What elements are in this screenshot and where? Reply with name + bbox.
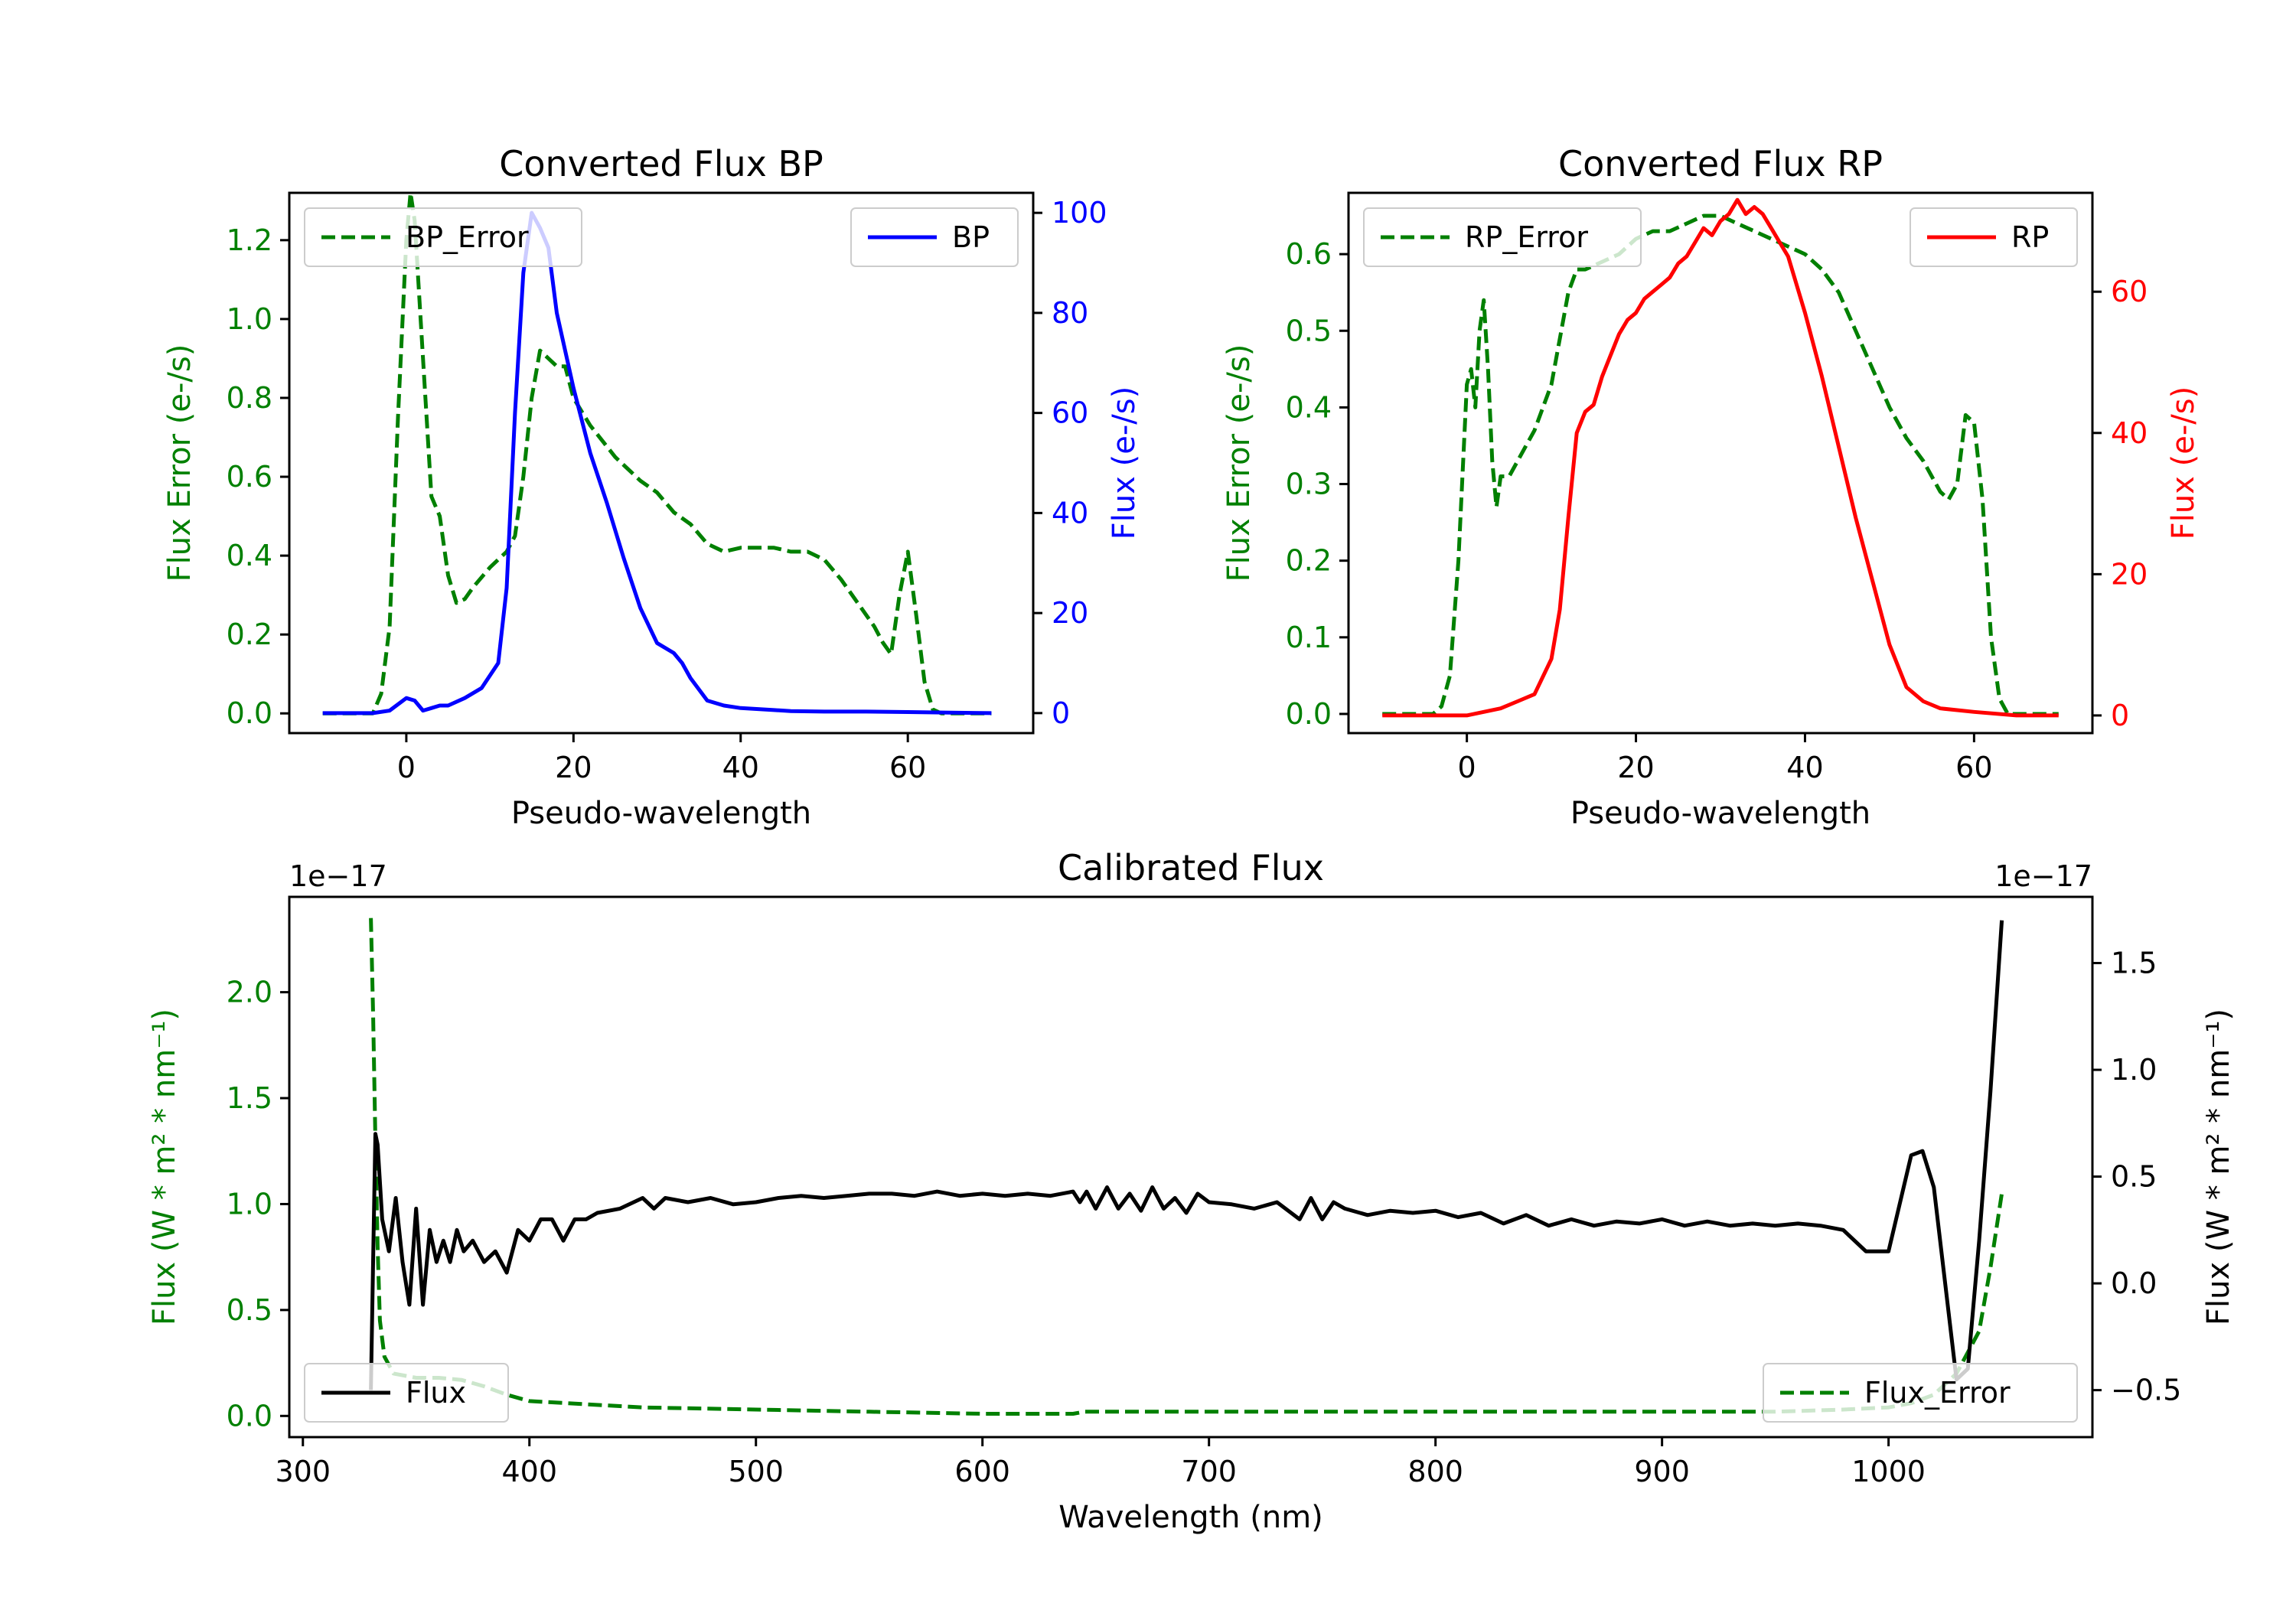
bp-x-tick-label: 0 — [397, 751, 416, 784]
bp-left-tick-label: 0.4 — [227, 539, 272, 572]
bp-title: Converted Flux BP — [499, 143, 823, 184]
bp-right-tick-label: 60 — [1052, 396, 1088, 430]
bp-x-tick-label: 40 — [722, 751, 759, 784]
cal-left-axis-label: Flux (W * m² * nm⁻¹) — [147, 1009, 182, 1325]
cal-title: Calibrated Flux — [1058, 847, 1324, 888]
bp-left-tick-label: 0.0 — [227, 696, 272, 730]
bp-legend-bp: BP — [850, 207, 1019, 267]
bp-x-axis-label: Pseudo-wavelength — [511, 796, 811, 831]
cal-x-tick-label: 300 — [275, 1455, 331, 1488]
rp-left-tick-label: 0.5 — [1286, 314, 1332, 347]
rp-legend-box — [1363, 207, 1642, 267]
cal-legend-box — [304, 1363, 509, 1423]
bp-right-tick-label: 100 — [1052, 196, 1107, 230]
bp-series-bp — [322, 210, 992, 715]
bp-left-tick-label: 1.2 — [227, 223, 272, 257]
rp-x-tick-label: 0 — [1458, 751, 1476, 784]
cal-left-offset-text: 1e−17 — [289, 859, 387, 893]
rp-series-rp-error — [1382, 214, 2059, 716]
cal-x-tick-label: 1000 — [1851, 1455, 1926, 1488]
panel-bp: Converted Flux BP 0 20 40 60 Pseudo-wavelengt… — [162, 143, 1142, 831]
cal-x-tick-label: 800 — [1407, 1455, 1463, 1488]
bp-series-bp-error — [322, 193, 992, 715]
cal-x-tick-label: 600 — [954, 1455, 1010, 1488]
bp-left-tick-label: 1.0 — [227, 302, 272, 336]
cal-legend-label: Flux_Error — [1864, 1376, 2011, 1410]
bp-left-axis-label: Flux Error (e-/s) — [162, 344, 197, 582]
cal-legend-flux-error: Flux_Error — [1763, 1363, 2078, 1423]
cal-axes-frame — [288, 895, 2094, 1439]
cal-right-tick-label: 1.5 — [2111, 947, 2157, 980]
rp-left-tick-label: 0.0 — [1286, 697, 1332, 731]
rp-legend-rp-error: RP_Error — [1363, 207, 1642, 267]
cal-x-tick-label: 700 — [1181, 1455, 1237, 1488]
rp-legend-label: RP — [2011, 220, 2049, 254]
cal-x-tick-label: 400 — [501, 1455, 557, 1488]
rp-left-tick-label: 0.2 — [1286, 544, 1332, 578]
cal-legend-label: Flux — [406, 1376, 466, 1410]
cal-left-tick-label: 1.5 — [227, 1081, 272, 1115]
bp-right-tick-label: 80 — [1052, 296, 1088, 330]
bp-legend-bp-error: BP_Error — [304, 207, 582, 267]
cal-right-offset-text: 1e−17 — [1994, 859, 2092, 893]
rp-series-rp — [1382, 197, 2059, 718]
cal-right-tick-label: −0.5 — [2111, 1374, 2181, 1407]
rp-left-axis-label: Flux Error (e-/s) — [1221, 344, 1257, 582]
bp-x-tick-label: 20 — [555, 751, 592, 784]
cal-series-flux — [369, 920, 2004, 1390]
cal-right-tick-label: 0.0 — [2111, 1266, 2157, 1300]
bp-right-tick-label: 40 — [1052, 496, 1088, 530]
rp-right-tick-label: 20 — [2111, 557, 2148, 591]
rp-legend-rp: RP — [1910, 207, 2078, 267]
rp-left-tick-label: 0.6 — [1286, 237, 1332, 271]
bp-left-tick-label: 0.6 — [227, 460, 272, 494]
bp-left-tick-label: 0.2 — [227, 618, 272, 651]
bp-legend-label: BP_Error — [406, 220, 529, 254]
rp-right-tick-label: 60 — [2111, 275, 2148, 308]
cal-x-tick-label: 500 — [728, 1455, 784, 1488]
rp-x-tick-label: 20 — [1617, 751, 1654, 784]
cal-left-tick-label: 1.0 — [227, 1187, 272, 1221]
rp-x-axis-label: Pseudo-wavelength — [1570, 796, 1870, 831]
cal-legend-box — [1763, 1363, 2078, 1423]
bp-x-tick-label: 60 — [889, 751, 926, 784]
cal-legend-flux: Flux — [304, 1363, 509, 1423]
rp-axes-frame — [1347, 191, 2094, 735]
cal-left-tick-label: 0.0 — [227, 1399, 272, 1433]
panel-cal: Calibrated Flux 300 400 500 600 700 800 900 1000… — [147, 847, 2236, 1535]
bp-right-tick-label: 20 — [1052, 596, 1088, 630]
bp-right-tick-label: 0 — [1052, 696, 1070, 730]
cal-right-tick-label: 0.5 — [2111, 1160, 2157, 1194]
panel-rp: Converted Flux RP 0 20 40 60 Pseudo-wavelengt… — [1221, 143, 2201, 831]
bp-legend-label: BP — [952, 220, 990, 254]
bp-left-tick-label: 0.8 — [227, 381, 272, 415]
rp-x-tick-label: 60 — [1955, 751, 1992, 784]
cal-left-tick-label: 2.0 — [227, 976, 272, 1009]
bp-axes-frame — [288, 191, 1035, 735]
cal-x-tick-label: 900 — [1634, 1455, 1690, 1488]
rp-left-tick-label: 0.1 — [1286, 621, 1332, 654]
rp-left-tick-label: 0.4 — [1286, 390, 1332, 424]
cal-right-axis-label: Flux (W * m² * nm⁻¹) — [2201, 1009, 2236, 1325]
rp-legend-label: RP_Error — [1465, 220, 1588, 254]
cal-x-axis-label: Wavelength (nm) — [1058, 1500, 1323, 1535]
bp-legend-box — [304, 207, 582, 267]
cal-right-tick-label: 1.0 — [2111, 1053, 2157, 1087]
rp-title: Converted Flux RP — [1558, 143, 1883, 184]
bp-right-axis-label: Flux (e-/s) — [1107, 386, 1142, 539]
rp-right-axis-label: Flux (e-/s) — [2166, 386, 2201, 539]
rp-left-tick-label: 0.3 — [1286, 468, 1332, 501]
rp-x-tick-label: 40 — [1786, 751, 1823, 784]
cal-left-tick-label: 0.5 — [227, 1293, 272, 1327]
rp-right-tick-label: 0 — [2111, 699, 2129, 732]
rp-right-tick-label: 40 — [2111, 416, 2148, 450]
